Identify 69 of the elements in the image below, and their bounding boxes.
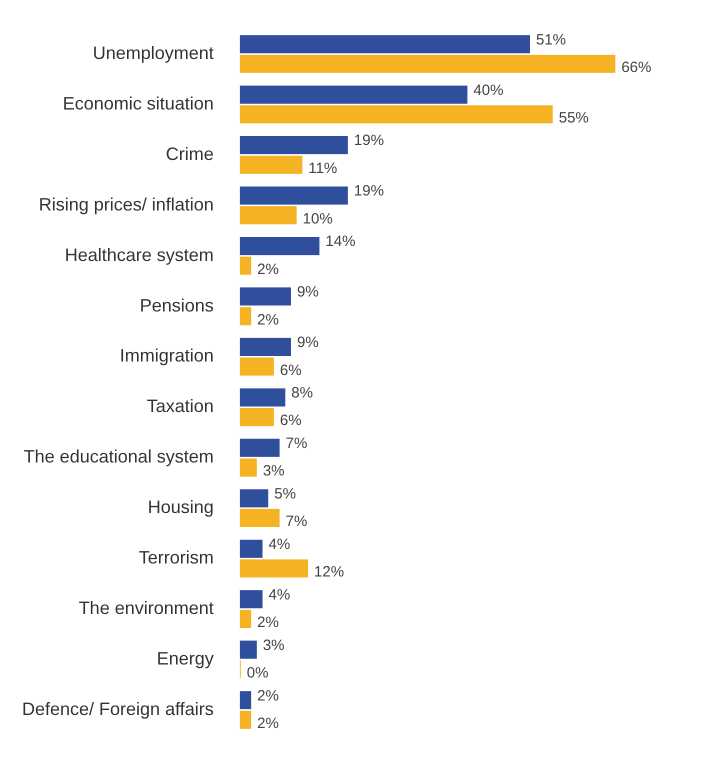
y-tick-label: Defence/ Foreign affairs — [22, 698, 214, 719]
bar — [240, 640, 257, 659]
bar — [240, 186, 348, 205]
data-label: 3% — [262, 636, 285, 654]
data-label: 55% — [558, 109, 589, 126]
bar — [240, 458, 257, 477]
bar — [240, 236, 320, 256]
data-label: 8% — [291, 384, 313, 402]
bar — [240, 206, 297, 224]
data-label: 2% — [257, 614, 279, 632]
data-label: 6% — [280, 412, 302, 430]
data-label: 14% — [325, 233, 356, 250]
y-tick-label: Housing — [148, 497, 214, 518]
bar — [240, 508, 280, 528]
y-tick-label: Pensions — [140, 295, 214, 316]
data-label: 66% — [621, 59, 652, 76]
data-label: 10% — [302, 210, 333, 228]
data-label: 2% — [257, 714, 279, 732]
y-tick-label: Crime — [166, 144, 214, 164]
bar — [240, 338, 291, 356]
bar — [240, 54, 616, 73]
y-tick-label: Unemployment — [92, 42, 214, 63]
data-label: 19% — [354, 132, 384, 150]
data-label: 19% — [354, 182, 384, 200]
bar — [240, 489, 268, 508]
bar — [240, 287, 291, 306]
y-tick-label: Rising prices/ inflation — [38, 194, 214, 214]
data-label: 4% — [268, 536, 290, 553]
data-label: 51% — [536, 31, 566, 48]
data-label: 3% — [262, 462, 285, 480]
data-label: 7% — [286, 513, 308, 530]
bar — [240, 136, 348, 154]
data-label: 9% — [296, 334, 319, 352]
bar — [240, 156, 302, 174]
bar — [240, 408, 274, 426]
data-label: 7% — [286, 434, 308, 452]
y-tick-label: Energy — [156, 648, 214, 668]
bar — [240, 438, 280, 457]
bar — [240, 590, 263, 608]
bar — [240, 86, 468, 104]
bar — [240, 710, 252, 729]
bar — [240, 388, 286, 406]
y-tick-label: The environment — [78, 598, 214, 618]
data-label: 40% — [473, 82, 504, 99]
data-label: 2% — [257, 260, 279, 278]
y-tick-label: Economic situation — [62, 93, 214, 114]
data-label: 6% — [280, 362, 302, 379]
data-label: 2% — [257, 311, 279, 328]
data-label: 2% — [257, 687, 279, 704]
y-tick-label: Taxation — [146, 396, 214, 416]
y-tick-label: Terrorism — [138, 548, 214, 568]
bar — [240, 559, 308, 578]
bar — [240, 358, 274, 376]
data-label: 11% — [308, 160, 338, 177]
bar — [240, 307, 252, 326]
y-tick-label: Healthcare system — [64, 244, 214, 265]
y-tick-label: The educational system — [24, 446, 214, 467]
data-label: 9% — [296, 284, 319, 301]
bar — [240, 691, 252, 710]
y-tick-label: Immigration — [120, 346, 214, 366]
bar — [240, 256, 252, 275]
bar — [240, 540, 263, 558]
data-label: 5% — [274, 485, 296, 502]
bar — [240, 35, 530, 54]
data-label: 12% — [314, 564, 344, 581]
bar — [240, 610, 252, 628]
data-label: 0% — [246, 664, 268, 682]
data-label: 4% — [268, 586, 290, 604]
bar — [240, 105, 553, 124]
